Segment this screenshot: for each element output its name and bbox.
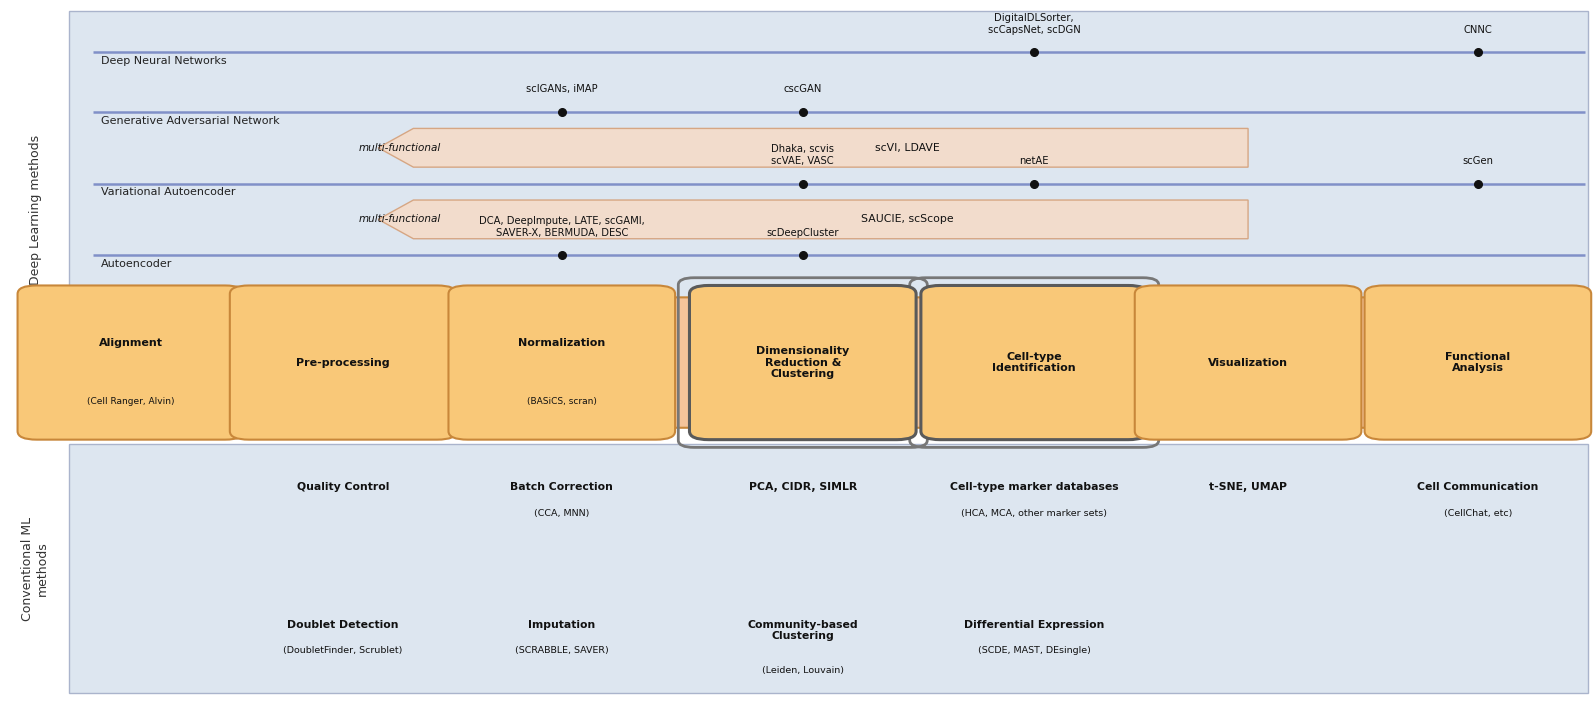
Text: (DoubletFinder, Scrublet): (DoubletFinder, Scrublet) xyxy=(284,646,402,655)
Text: DigitalDLSorter,
scCapsNet, scDGN: DigitalDLSorter, scCapsNet, scDGN xyxy=(988,13,1080,34)
Text: Quality Control: Quality Control xyxy=(297,482,389,492)
Text: Functional
Analysis: Functional Analysis xyxy=(1446,352,1510,373)
Text: Imputation: Imputation xyxy=(528,620,595,629)
FancyArrow shape xyxy=(378,128,1248,167)
Text: t-SNE, UMAP: t-SNE, UMAP xyxy=(1210,482,1286,492)
Text: Batch Correction: Batch Correction xyxy=(511,482,613,492)
Text: Conventional ML
methods: Conventional ML methods xyxy=(21,517,49,620)
Text: multi-functional: multi-functional xyxy=(359,215,442,225)
Text: Differential Expression: Differential Expression xyxy=(964,620,1104,629)
Text: CNNC: CNNC xyxy=(1464,25,1492,34)
FancyArrow shape xyxy=(69,297,1539,428)
Text: (SCDE, MAST, DEsingle): (SCDE, MAST, DEsingle) xyxy=(978,646,1090,655)
FancyBboxPatch shape xyxy=(230,286,456,439)
Text: cscGAN: cscGAN xyxy=(784,84,822,94)
Text: Doublet Detection: Doublet Detection xyxy=(287,620,399,629)
FancyBboxPatch shape xyxy=(921,286,1148,439)
Text: Variational Autoencoder: Variational Autoencoder xyxy=(101,187,235,197)
FancyArrow shape xyxy=(378,200,1248,239)
Text: scIGANs, iMAP: scIGANs, iMAP xyxy=(527,84,597,94)
Text: Dhaka, scvis
scVAE, VASC: Dhaka, scvis scVAE, VASC xyxy=(771,144,835,166)
FancyBboxPatch shape xyxy=(18,286,244,439)
FancyBboxPatch shape xyxy=(448,286,675,439)
Text: (SCRABBLE, SAVER): (SCRABBLE, SAVER) xyxy=(516,646,608,655)
Text: scVI, LDAVE: scVI, LDAVE xyxy=(875,143,940,153)
Text: scDeepCluster: scDeepCluster xyxy=(766,227,839,237)
FancyBboxPatch shape xyxy=(1135,286,1361,439)
Text: Cell-type
Identification: Cell-type Identification xyxy=(993,352,1076,373)
Text: (BASiCS, scran): (BASiCS, scran) xyxy=(527,397,597,406)
Text: multi-functional: multi-functional xyxy=(359,143,442,153)
Text: DCA, DeepImpute, LATE, scGAMI,
SAVER-X, BERMUDA, DESC: DCA, DeepImpute, LATE, scGAMI, SAVER-X, … xyxy=(479,216,645,237)
Text: Deep Learning methods: Deep Learning methods xyxy=(29,134,41,284)
Text: (HCA, MCA, other marker sets): (HCA, MCA, other marker sets) xyxy=(961,509,1108,518)
Text: Deep Neural Networks: Deep Neural Networks xyxy=(101,56,227,66)
Text: PCA, CIDR, SIMLR: PCA, CIDR, SIMLR xyxy=(749,482,857,492)
FancyBboxPatch shape xyxy=(689,286,916,439)
FancyBboxPatch shape xyxy=(69,11,1588,408)
Text: SAUCIE, scScope: SAUCIE, scScope xyxy=(860,215,954,225)
Text: Pre-processing: Pre-processing xyxy=(297,358,389,367)
Text: Cell-type marker databases: Cell-type marker databases xyxy=(950,482,1119,492)
Text: scGen: scGen xyxy=(1462,156,1494,166)
Text: Cell Communication: Cell Communication xyxy=(1417,482,1539,492)
FancyBboxPatch shape xyxy=(1365,286,1591,439)
Text: (Leiden, Louvain): (Leiden, Louvain) xyxy=(761,666,844,675)
Text: (Cell Ranger, Alvin): (Cell Ranger, Alvin) xyxy=(88,397,174,406)
Text: (CCA, MNN): (CCA, MNN) xyxy=(535,509,589,518)
Text: Normalization: Normalization xyxy=(519,338,605,348)
Text: Alignment: Alignment xyxy=(99,338,163,348)
Text: netAE: netAE xyxy=(1020,156,1049,166)
FancyBboxPatch shape xyxy=(69,444,1588,693)
Text: Community-based
Clustering: Community-based Clustering xyxy=(747,620,859,641)
Text: (CellChat, etc): (CellChat, etc) xyxy=(1444,509,1511,518)
Text: Visualization: Visualization xyxy=(1208,358,1288,367)
Text: Generative Adversarial Network: Generative Adversarial Network xyxy=(101,115,279,125)
Text: Autoencoder: Autoencoder xyxy=(101,258,172,269)
Text: Dimensionality
Reduction &
Clustering: Dimensionality Reduction & Clustering xyxy=(757,346,849,379)
